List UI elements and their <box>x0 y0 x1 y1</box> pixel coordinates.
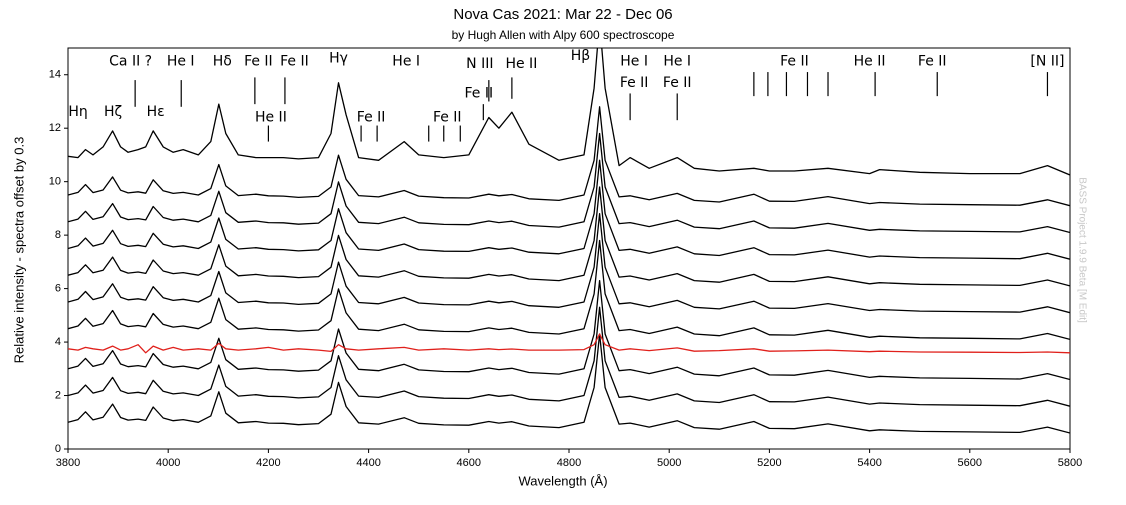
spectrum-line <box>68 213 1070 314</box>
y-tick-label: 4 <box>55 336 61 348</box>
chart-title: Nova Cas 2021: Mar 22 - Dec 06 <box>453 6 672 23</box>
line-label: Fe II <box>620 75 649 91</box>
line-label: He II <box>255 110 287 126</box>
line-label: Hζ <box>104 104 122 120</box>
line-label: He II <box>505 56 537 72</box>
y-tick-label: 8 <box>55 229 61 241</box>
spectrum-line <box>68 186 1070 287</box>
line-label: Fe II <box>357 110 386 126</box>
x-tick-label: 5200 <box>757 457 781 469</box>
chart-subtitle: by Hugh Allen with Alpy 600 spectroscope <box>452 28 675 42</box>
y-tick-label: 6 <box>55 283 61 295</box>
spectra <box>68 48 1070 434</box>
line-label: Fe II <box>663 75 692 91</box>
spectrum-line <box>68 239 1070 341</box>
line-label: He I <box>167 53 195 69</box>
line-label: Fe II <box>244 53 273 69</box>
spectrum-line <box>68 279 1070 381</box>
line-label: Hδ <box>213 53 232 69</box>
line-label: Fe II <box>780 53 809 69</box>
line-label: Fe II <box>465 85 494 101</box>
line-label: Hε <box>147 104 165 120</box>
y-tick-label: 2 <box>55 389 61 401</box>
line-label: He II <box>854 53 886 69</box>
y-tick-label: 14 <box>49 69 61 81</box>
line-label: Hβ <box>571 48 590 64</box>
line-label: Hη <box>68 104 87 120</box>
plot-area <box>67 47 1071 450</box>
y-tick-label: 0 <box>55 443 61 455</box>
line-label: Fe II <box>918 53 947 69</box>
line-label: Fe II <box>433 110 462 126</box>
x-tick-label: 3800 <box>56 457 80 469</box>
x-tick-label: 4000 <box>156 457 180 469</box>
line-label: He I <box>392 53 420 69</box>
x-tick-label: 4800 <box>557 457 581 469</box>
line-label: Hγ <box>329 51 348 67</box>
y-tick-label: 10 <box>49 176 61 188</box>
spectrum-line <box>68 333 1070 354</box>
x-tick-label: 5400 <box>857 457 881 469</box>
spectrum-line <box>68 48 1070 176</box>
line-label: He I <box>620 53 648 69</box>
line-label: Ca II ? <box>109 53 152 69</box>
x-tick-label: 4200 <box>256 457 280 469</box>
y-tick-label: 12 <box>49 122 61 134</box>
x-tick-label: 5000 <box>657 457 681 469</box>
spectrum-line <box>68 333 1070 434</box>
x-tick-label: 5800 <box>1058 457 1082 469</box>
spectrum-line <box>68 132 1070 234</box>
spectrum-line <box>68 106 1070 207</box>
line-label: N III <box>466 56 493 72</box>
watermark: BASS Project 1.9.9 Beta [M Edit] <box>1076 177 1087 323</box>
x-tick-label: 4400 <box>356 457 380 469</box>
spectrum-line <box>68 159 1070 260</box>
line-label: Fe II <box>280 53 309 69</box>
line-label: He I <box>663 53 691 69</box>
x-axis-label: Wavelength (Å) <box>518 473 607 488</box>
spectrum-line <box>68 306 1070 407</box>
x-tick-label: 4600 <box>457 457 481 469</box>
line-label: [N II] <box>1030 53 1064 69</box>
x-tick-label: 5600 <box>958 457 982 469</box>
y-axis-label: Relative intensity - spectra offset by 0… <box>11 137 26 364</box>
